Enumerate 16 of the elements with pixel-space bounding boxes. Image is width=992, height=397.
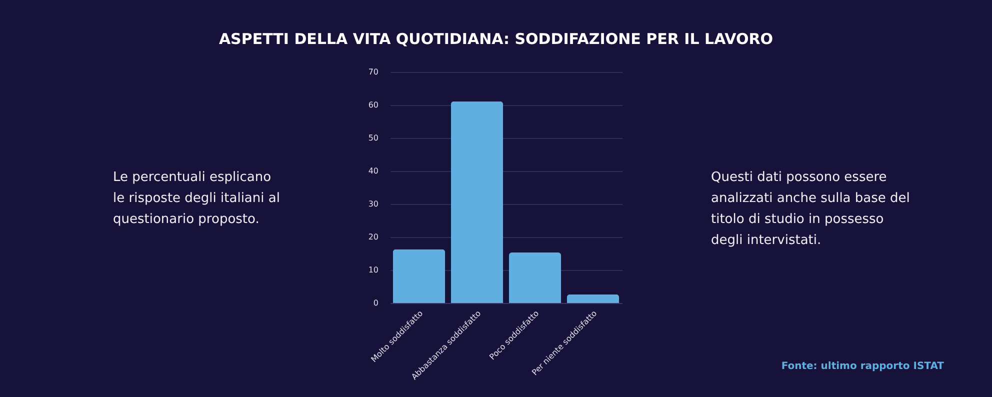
y-tick-label: 70	[368, 68, 378, 76]
y-tick-label: 40	[368, 166, 378, 176]
y-tick-label: 0	[373, 298, 378, 308]
y-tick-label: 10	[368, 266, 378, 274]
y-tick-label: 50	[368, 134, 378, 142]
y-tick-label: 30	[368, 200, 378, 208]
y-tick-label: 20	[368, 232, 378, 242]
y-tick-label: 60	[368, 100, 378, 110]
source-note: Fonte: ultimo rapporto ISTAT	[781, 360, 944, 374]
text: Le percentuali esplicano le risposte degli italiani al questionario proposto.	[113, 169, 281, 229]
bar	[392, 249, 446, 303]
bar	[508, 252, 562, 303]
text: Questi dati possono essere analizzati anche sulla base del titolo di studio in possesso degli intervistati.	[711, 169, 911, 250]
chart-title: ASPETTI DELLA VITA QUOTIDIANA: SODDIFAZIONE PER IL LAVORO	[218, 30, 774, 48]
bar	[566, 294, 620, 303]
bar	[450, 101, 504, 303]
